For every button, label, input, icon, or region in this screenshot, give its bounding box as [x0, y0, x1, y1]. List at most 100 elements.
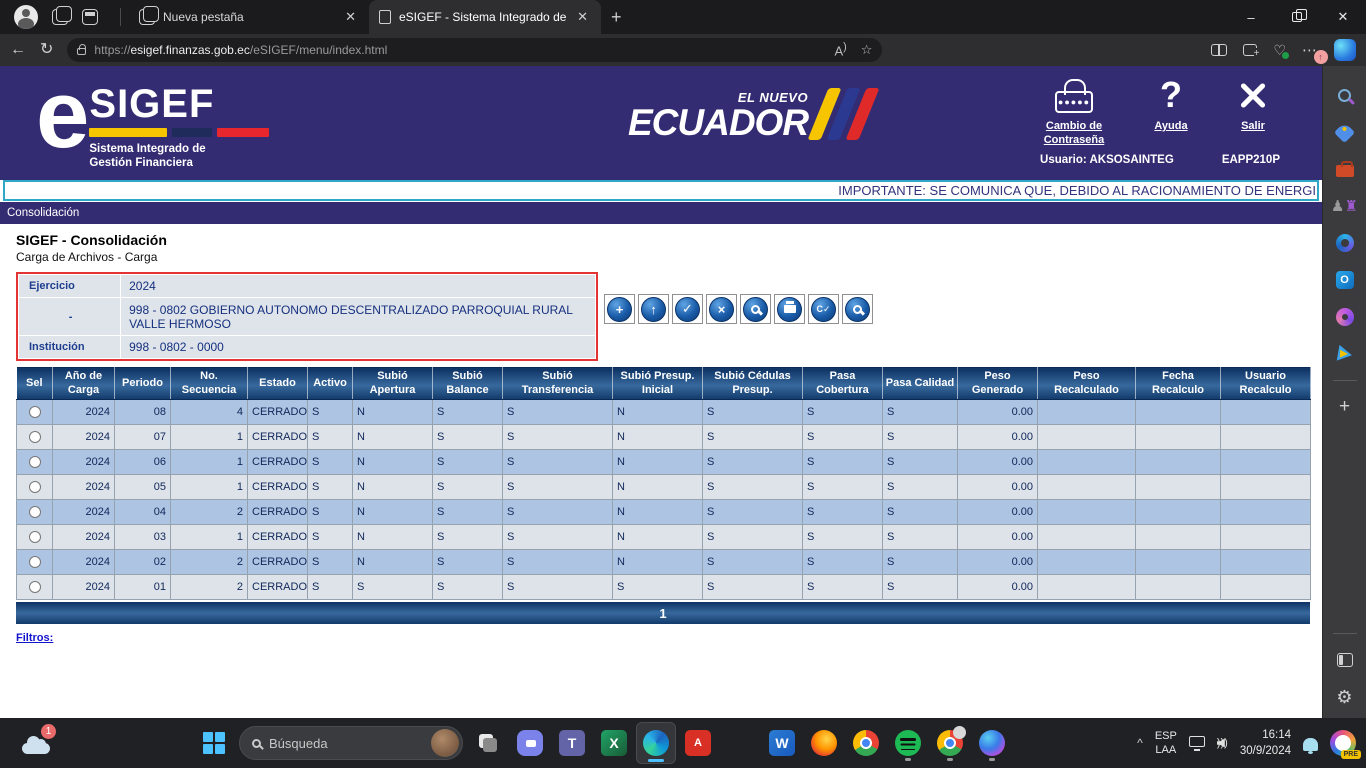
help-button[interactable]: ? Ayuda: [1146, 72, 1196, 148]
row-select-radio[interactable]: [29, 406, 41, 418]
back-button[interactable]: ←: [10, 42, 26, 58]
network-icon[interactable]: [1189, 736, 1205, 747]
notifications-bell-icon[interactable]: [1303, 738, 1318, 751]
delete-button[interactable]: ×: [706, 294, 737, 324]
start-button[interactable]: [195, 723, 233, 763]
language-indicator[interactable]: ESPLAA: [1155, 729, 1177, 758]
row-select-radio[interactable]: [29, 581, 41, 593]
row-select-radio[interactable]: [29, 531, 41, 543]
cell: S: [433, 475, 503, 500]
favorite-star-icon[interactable]: ☆: [861, 42, 873, 58]
preview-button[interactable]: [740, 294, 771, 324]
minimize-button[interactable]: –: [1228, 0, 1274, 34]
sidebar-tools-icon[interactable]: [1334, 158, 1356, 180]
sidebar-settings-icon[interactable]: ⚙: [1334, 686, 1356, 708]
taskbar-app-firefox[interactable]: [805, 723, 843, 763]
copilot-icon[interactable]: [1334, 39, 1356, 61]
cell: N: [613, 500, 703, 525]
menu-consolidacion[interactable]: Consolidación: [7, 207, 79, 219]
firefox-icon: [811, 730, 837, 756]
row-select-radio[interactable]: [29, 506, 41, 518]
search-button[interactable]: [842, 294, 873, 324]
approve-button[interactable]: C✓: [808, 294, 839, 324]
upload-button-icon: ↑: [641, 297, 666, 322]
sidebar-drop-icon[interactable]: [1334, 343, 1356, 365]
tray-expand-chevron[interactable]: ^: [1137, 736, 1143, 750]
cell: 07: [115, 425, 171, 450]
taskbar-app-chrome[interactable]: [847, 723, 885, 763]
workspaces-icon[interactable]: [52, 9, 68, 25]
taskbar-app-pdf[interactable]: A: [679, 723, 717, 763]
page-number[interactable]: 1: [659, 606, 666, 621]
close-tab-icon[interactable]: ✕: [342, 9, 359, 25]
sidebar-m365-icon[interactable]: [1334, 232, 1356, 254]
taskbar-app-chrome-profile[interactable]: [931, 723, 969, 763]
tab-esigef[interactable]: eSIGEF - Sistema Integrado de Ge ✕: [369, 0, 601, 34]
notification-count-badge: 1: [41, 724, 56, 739]
announcement-marquee: IMPORTANTE: SE COMUNICA QUE, DEBIDO AL R…: [3, 180, 1319, 201]
sidebar-shopping-icon[interactable]: [1334, 121, 1356, 143]
close-window-button[interactable]: ✕: [1320, 0, 1366, 34]
tab-nueva-pestana[interactable]: Nueva pestaña ✕: [129, 0, 369, 34]
address-bar[interactable]: https://esigef.finanzas.gob.ec/eSIGEF/me…: [67, 38, 882, 62]
taskbar-app-word[interactable]: W: [763, 723, 801, 763]
refresh-button[interactable]: ↻: [40, 42, 53, 58]
taskbar-app-teams[interactable]: T: [553, 723, 591, 763]
sidebar-games-icon[interactable]: ♟♜: [1334, 195, 1356, 217]
restore-button[interactable]: [1274, 0, 1320, 34]
filters-link[interactable]: Filtros:: [16, 632, 53, 644]
cell: 01: [115, 575, 171, 600]
row-select-radio[interactable]: [29, 456, 41, 468]
validate-button[interactable]: ✓: [672, 294, 703, 324]
more-menu-icon[interactable]: ⋯↑: [1302, 41, 1318, 59]
cell: [1136, 500, 1221, 525]
cell: [1221, 525, 1311, 550]
cell: S: [803, 550, 883, 575]
tab-actions-icon[interactable]: [82, 9, 98, 25]
weather-widget[interactable]: 1: [22, 728, 56, 758]
form-label: Ejercicio: [19, 275, 121, 298]
clock[interactable]: 16:1430/9/2024: [1240, 727, 1291, 759]
taskbar-app-spotify[interactable]: [889, 723, 927, 763]
volume-control[interactable]: ))): [1217, 737, 1228, 749]
taskbar-app-file-explorer[interactable]: [721, 723, 759, 763]
cell: 03: [115, 525, 171, 550]
sidebar-designer-icon[interactable]: [1334, 306, 1356, 328]
taskbar-app-edge[interactable]: [637, 723, 675, 763]
print-button[interactable]: [774, 294, 805, 324]
taskbar-app-paint[interactable]: [973, 723, 1011, 763]
create-button[interactable]: +: [604, 294, 635, 324]
new-tab-button[interactable]: +: [611, 7, 622, 28]
sidebar-add-icon[interactable]: +: [1334, 396, 1356, 418]
taskbar-app-excel[interactable]: X: [595, 723, 633, 763]
cell: CERRADO: [248, 575, 308, 600]
exit-button[interactable]: Salir: [1226, 72, 1280, 148]
select-cell: [17, 500, 53, 525]
cell: CERRADO: [248, 500, 308, 525]
cell: S: [308, 425, 353, 450]
sidebar-search-icon[interactable]: [1334, 84, 1356, 106]
cell: N: [353, 550, 433, 575]
word-icon: W: [769, 730, 795, 756]
taskbar-search[interactable]: Búsqueda: [239, 726, 463, 760]
collections-icon[interactable]: [1243, 44, 1257, 56]
taskbar-app-task-view[interactable]: [469, 723, 507, 763]
change-password-button[interactable]: ●●●●● Cambio de Contraseña: [1032, 72, 1116, 148]
row-select-radio[interactable]: [29, 431, 41, 443]
browser-navbar: ← ↻ https://esigef.finanzas.gob.ec/eSIGE…: [0, 34, 1366, 66]
row-select-radio[interactable]: [29, 481, 41, 493]
row-select-radio[interactable]: [29, 556, 41, 568]
read-aloud-icon[interactable]: A): [834, 41, 846, 58]
profile-avatar[interactable]: [14, 5, 38, 29]
copilot-taskbar-icon[interactable]: PRE: [1330, 730, 1356, 756]
file-explorer-icon: [727, 730, 753, 756]
split-screen-icon[interactable]: [1211, 44, 1227, 56]
browser-essentials-icon[interactable]: ♡: [1273, 42, 1286, 59]
print-button-icon: [777, 297, 802, 322]
taskbar-app-chat[interactable]: [511, 723, 549, 763]
upload-button[interactable]: ↑: [638, 294, 669, 324]
sidebar-outlook-icon[interactable]: O: [1334, 269, 1356, 291]
sidebar-panel-icon[interactable]: [1334, 649, 1356, 671]
nuevo-ecuador-logo: EL NUEVOECUADOR: [628, 88, 869, 140]
close-tab-icon[interactable]: ✕: [574, 9, 591, 25]
